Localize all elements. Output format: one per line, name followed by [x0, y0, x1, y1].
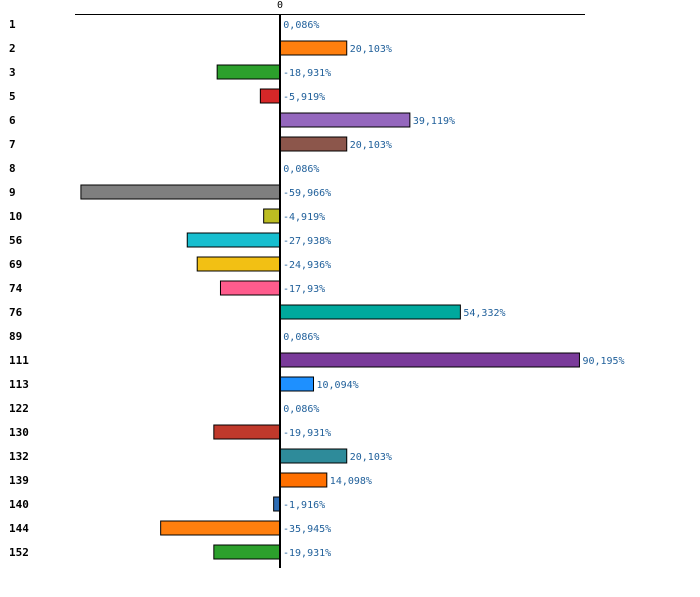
category-label: 3: [9, 66, 16, 79]
category-label: 2: [9, 42, 16, 55]
zero-tick-label: 0: [277, 0, 283, 11]
value-label: 20,103%: [350, 452, 392, 463]
value-label: -27,938%: [283, 236, 331, 247]
bar: [80, 184, 281, 200]
category-label: 1: [9, 18, 16, 31]
value-label: 0,086%: [283, 164, 319, 175]
bar: [213, 424, 281, 440]
bar: [263, 208, 281, 224]
category-label: 69: [9, 258, 22, 271]
value-label: 0,086%: [283, 20, 319, 31]
category-label: 6: [9, 114, 16, 127]
bar: [259, 88, 281, 104]
category-label: 132: [9, 450, 29, 463]
value-label: -19,931%: [283, 428, 331, 439]
bar: [196, 256, 281, 272]
value-label: 54,332%: [463, 308, 505, 319]
value-label: 14,098%: [330, 476, 372, 487]
value-label: -4,919%: [283, 212, 325, 223]
bar: [213, 544, 281, 560]
category-label: 76: [9, 306, 23, 319]
value-label: -1,916%: [283, 500, 325, 511]
bar: [216, 64, 281, 80]
category-label: 139: [9, 474, 29, 487]
value-label: 39,119%: [413, 116, 455, 127]
value-label: 10,094%: [317, 380, 359, 391]
category-label: 130: [9, 426, 29, 439]
bar: [279, 472, 328, 488]
category-label: 10: [9, 210, 22, 223]
value-label: -17,93%: [283, 284, 325, 295]
category-label: 5: [9, 90, 16, 103]
bar: [186, 232, 281, 248]
category-label: 9: [9, 186, 16, 199]
category-label: 74: [9, 282, 23, 295]
value-label: 0,086%: [283, 332, 319, 343]
value-label: -35,945%: [283, 524, 331, 535]
category-label: 89: [9, 330, 22, 343]
bar: [279, 376, 315, 392]
category-label: 113: [9, 378, 29, 391]
value-labels: 0,086% 20,103% -18,931% -5,919% 39,119% 20,10…: [283, 20, 625, 559]
value-label: 20,103%: [350, 140, 392, 151]
bar: [279, 40, 348, 56]
bar: [160, 520, 281, 536]
category-label: 152: [9, 546, 29, 559]
bar: [279, 136, 348, 152]
category-labels: 1235678910566974768911111312213013213914…: [9, 18, 29, 559]
category-label: 122: [9, 402, 29, 415]
category-label: 7: [9, 138, 16, 151]
value-label: 0,086%: [283, 404, 319, 415]
bar: [279, 352, 580, 368]
bar: [279, 304, 461, 320]
bars-group: [80, 40, 580, 560]
category-label: 8: [9, 162, 16, 175]
value-label: 90,195%: [582, 356, 624, 367]
value-label: 20,103%: [350, 44, 392, 55]
category-label: 56: [9, 234, 23, 247]
bar: [279, 448, 348, 464]
value-label: -19,931%: [283, 548, 331, 559]
category-label: 111: [9, 354, 29, 367]
value-label: -59,966%: [283, 188, 331, 199]
category-label: 144: [9, 522, 29, 535]
value-label: -5,919%: [283, 92, 325, 103]
value-label: -24,936%: [283, 260, 331, 271]
bar: [279, 112, 411, 128]
bar: [219, 280, 281, 296]
value-label: -18,931%: [283, 68, 331, 79]
category-label: 140: [9, 498, 29, 511]
